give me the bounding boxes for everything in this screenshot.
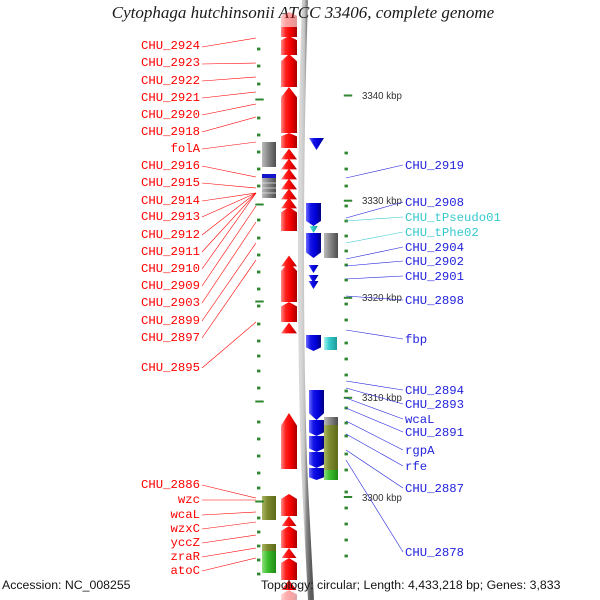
svg-text:CHU_2895: CHU_2895 <box>141 361 200 375</box>
svg-text:CHU_2878: CHU_2878 <box>405 546 464 560</box>
svg-text:3300 kbp: 3300 kbp <box>362 493 402 504</box>
svg-text:CHU_2919: CHU_2919 <box>405 159 464 173</box>
svg-text:Accession: NC_008255: Accession: NC_008255 <box>2 578 131 592</box>
svg-text:CHU_2924: CHU_2924 <box>141 39 200 53</box>
svg-text:atoC: atoC <box>170 564 200 578</box>
svg-text:CHU_2894: CHU_2894 <box>405 384 464 398</box>
svg-text:CHU_2910: CHU_2910 <box>141 262 200 276</box>
svg-text:3330 kbp: 3330 kbp <box>362 196 402 207</box>
svg-text:CHU_2899: CHU_2899 <box>141 314 200 328</box>
svg-text:CHU_2902: CHU_2902 <box>405 255 464 269</box>
svg-text:3310 kbp: 3310 kbp <box>362 393 402 404</box>
svg-text:folA: folA <box>170 142 200 156</box>
svg-text:CHU_2903: CHU_2903 <box>141 296 200 310</box>
svg-text:CHU_2886: CHU_2886 <box>141 478 200 492</box>
svg-text:CHU_2913: CHU_2913 <box>141 210 200 224</box>
svg-text:fbp: fbp <box>405 333 427 347</box>
svg-text:wcaL: wcaL <box>405 413 435 427</box>
svg-text:CHU_2893: CHU_2893 <box>405 398 464 412</box>
svg-text:CHU_2918: CHU_2918 <box>141 125 200 139</box>
svg-text:CHU_2916: CHU_2916 <box>141 159 200 173</box>
svg-text:CHU_2887: CHU_2887 <box>405 482 464 496</box>
svg-text:CHU_2921: CHU_2921 <box>141 91 200 105</box>
svg-text:zraR: zraR <box>170 550 200 564</box>
svg-text:CHU_2909: CHU_2909 <box>141 279 200 293</box>
svg-text:CHU_2904: CHU_2904 <box>405 241 464 255</box>
svg-text:CHU_2897: CHU_2897 <box>141 331 200 345</box>
svg-text:CHU_2914: CHU_2914 <box>141 194 200 208</box>
svg-text:wcaL: wcaL <box>170 508 200 522</box>
svg-text:CHU_tPseudo01: CHU_tPseudo01 <box>405 211 501 225</box>
svg-text:CHU_tPhe02: CHU_tPhe02 <box>405 226 479 240</box>
svg-text:CHU_2923: CHU_2923 <box>141 56 200 70</box>
svg-text:CHU_2922: CHU_2922 <box>141 74 200 88</box>
svg-text:CHU_2912: CHU_2912 <box>141 228 200 242</box>
svg-text:3340 kbp: 3340 kbp <box>362 91 402 102</box>
svg-text:wzxC: wzxC <box>170 522 200 536</box>
svg-text:CHU_2908: CHU_2908 <box>405 196 464 210</box>
svg-text:CHU_2891: CHU_2891 <box>405 426 464 440</box>
svg-text:wzc: wzc <box>178 493 200 507</box>
svg-text:CHU_2898: CHU_2898 <box>405 294 464 308</box>
svg-text:rfe: rfe <box>405 460 427 474</box>
svg-text:Topology: circular; Length: 4,: Topology: circular; Length: 4,433,218 bp… <box>261 578 561 592</box>
svg-text:yccZ: yccZ <box>170 536 200 550</box>
svg-text:CHU_2901: CHU_2901 <box>405 270 464 284</box>
svg-text:CHU_2915: CHU_2915 <box>141 176 200 190</box>
svg-text:Cytophaga hutchinsonii ATCC 33: Cytophaga hutchinsonii ATCC 33406, compl… <box>112 3 495 22</box>
svg-text:rgpA: rgpA <box>405 444 435 458</box>
svg-text:CHU_2911: CHU_2911 <box>141 245 200 259</box>
svg-text:CHU_2920: CHU_2920 <box>141 108 200 122</box>
